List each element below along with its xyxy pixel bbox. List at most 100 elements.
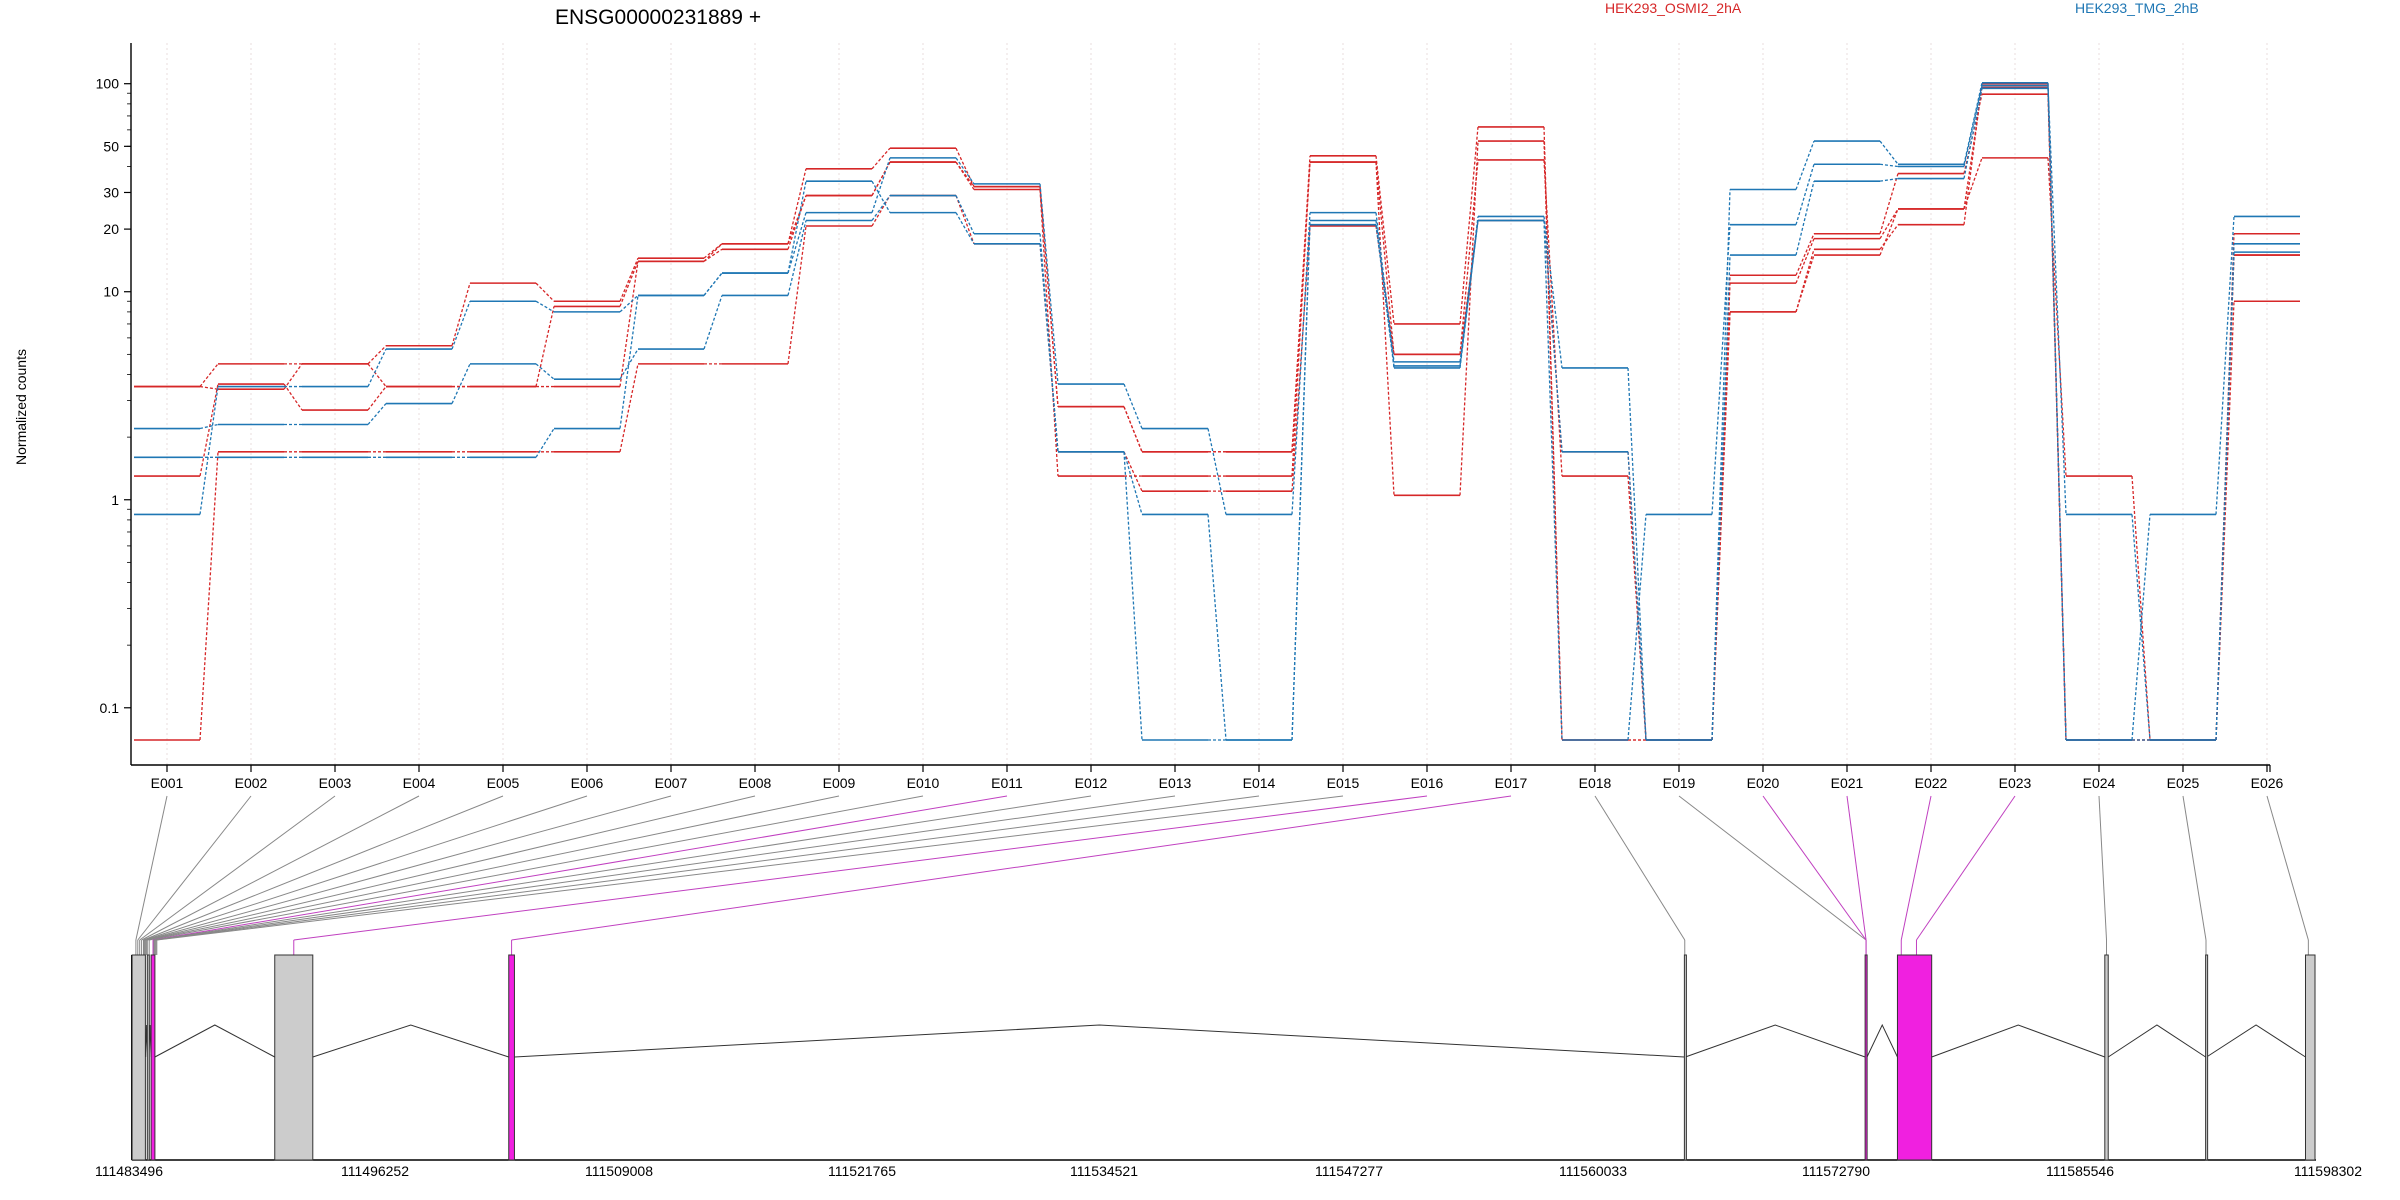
series-connector	[703, 295, 723, 350]
exon-mapping-line	[2182, 795, 2207, 941]
series-connector	[1627, 514, 1647, 741]
genomic-coordinate-labels: 111483496 111496252 111509008 111521765 1115…	[95, 1163, 2362, 1179]
series-connector	[955, 212, 975, 245]
series-connector	[199, 383, 219, 477]
series-connector	[1123, 451, 1143, 492]
exon-mapping-line	[2098, 795, 2108, 941]
exon-mapping-line	[154, 795, 1176, 941]
intron-line	[1685, 1024, 1866, 1058]
series-connector	[1459, 126, 1479, 325]
series-connector	[1207, 428, 1227, 515]
x-tick-label: E021	[1831, 775, 1864, 791]
x-tick-label: E019	[1663, 775, 1696, 791]
exon-mapping-line	[153, 795, 1092, 941]
exon-box	[2205, 954, 2209, 1161]
series-connector	[283, 363, 303, 390]
series-connector	[1459, 159, 1479, 355]
series-connector	[787, 195, 807, 250]
intron-line	[2107, 1024, 2206, 1058]
coordinate-label: 111483496	[95, 1163, 163, 1179]
series-connector	[1543, 216, 1563, 369]
x-tick-label: E023	[1999, 775, 2032, 791]
exon-box	[508, 954, 515, 1161]
series-lines	[134, 82, 2300, 741]
x-tick-label: E017	[1495, 775, 1528, 791]
series-2	[134, 157, 2300, 741]
y-tick-label: 10	[103, 284, 119, 300]
series-connector	[1459, 220, 1479, 366]
series-connector	[1879, 208, 1899, 256]
exon-mapping-line	[511, 795, 1512, 941]
series-connector	[1879, 163, 1899, 168]
series-5	[134, 82, 2300, 741]
series-connector	[1375, 155, 1395, 325]
series-connector	[871, 157, 891, 213]
x-tick-label: E025	[2167, 775, 2200, 791]
series-connector	[1963, 85, 1983, 167]
series-connector	[703, 248, 723, 262]
exon-mapping-line	[2266, 795, 2309, 941]
exon-box	[1896, 954, 1933, 1161]
series-connector	[1375, 212, 1395, 362]
intron-line	[514, 1024, 1685, 1058]
intron-line	[312, 1024, 509, 1058]
series-connector	[1879, 173, 1899, 234]
series-connector	[2215, 301, 2235, 741]
exon-mapping-line	[145, 795, 672, 941]
series-connector	[1795, 238, 1815, 284]
series-connector	[1963, 157, 1983, 210]
series-connector	[955, 195, 975, 245]
series-connector	[2215, 243, 2235, 741]
series-connector	[1711, 311, 1731, 741]
series-7	[134, 87, 2300, 741]
series-connector	[1039, 183, 1059, 385]
legend-entry-tmg: HEK293_TMG_2hB	[2075, 0, 2199, 16]
series-connector	[199, 385, 219, 390]
exon-mapping-line	[293, 795, 1428, 941]
series-connector	[787, 181, 807, 274]
series-connector	[367, 345, 387, 365]
series-connector	[535, 300, 555, 313]
exon-mapping-line	[143, 795, 504, 941]
grid-lines	[166, 43, 2268, 765]
series-connector	[1963, 83, 1983, 225]
series-connector	[871, 195, 891, 221]
axes	[130, 43, 2270, 766]
coordinate-label: 111598302	[2294, 1163, 2362, 1179]
series-connector	[1123, 383, 1143, 429]
series-connector	[619, 294, 639, 313]
series-connector	[1291, 220, 1311, 741]
x-tick-label: E020	[1747, 775, 1780, 791]
series-connector	[1207, 514, 1227, 741]
coordinate-label: 111521765	[828, 1163, 896, 1179]
series-connector	[1795, 254, 1815, 313]
series-connector	[619, 257, 639, 302]
exon-mapping-line	[1900, 795, 1932, 941]
series-connector	[283, 383, 303, 411]
x-tick-label: E015	[1327, 775, 1360, 791]
exon-mapping-line	[144, 795, 588, 941]
series-connector	[199, 386, 219, 515]
exon-mapping-line	[147, 795, 840, 941]
series-connector	[1879, 177, 1899, 182]
y-tick-label: 1	[111, 492, 119, 508]
coordinate-label: 111585546	[2046, 1163, 2114, 1179]
exon-mapping-line	[156, 795, 1344, 941]
exon-mapping-line	[149, 795, 924, 941]
exon-mapping-line	[135, 795, 168, 941]
series-connector	[787, 212, 807, 274]
series-connector	[955, 195, 975, 235]
series-connector	[1963, 88, 1983, 179]
exon-mapping-line	[1594, 795, 1686, 941]
series-3	[134, 93, 2300, 741]
exon-mapping-line	[146, 795, 756, 941]
x-tick-label: E026	[2251, 775, 2284, 791]
x-tick-label: E016	[1411, 775, 1444, 791]
series-connector	[1627, 451, 1647, 741]
y-tick-label: 30	[103, 184, 119, 200]
series-connector	[199, 451, 219, 741]
series-connector	[619, 295, 639, 429]
series-connector	[871, 195, 891, 227]
series-connector	[1879, 140, 1899, 165]
exon-mapping-line	[155, 795, 1260, 941]
